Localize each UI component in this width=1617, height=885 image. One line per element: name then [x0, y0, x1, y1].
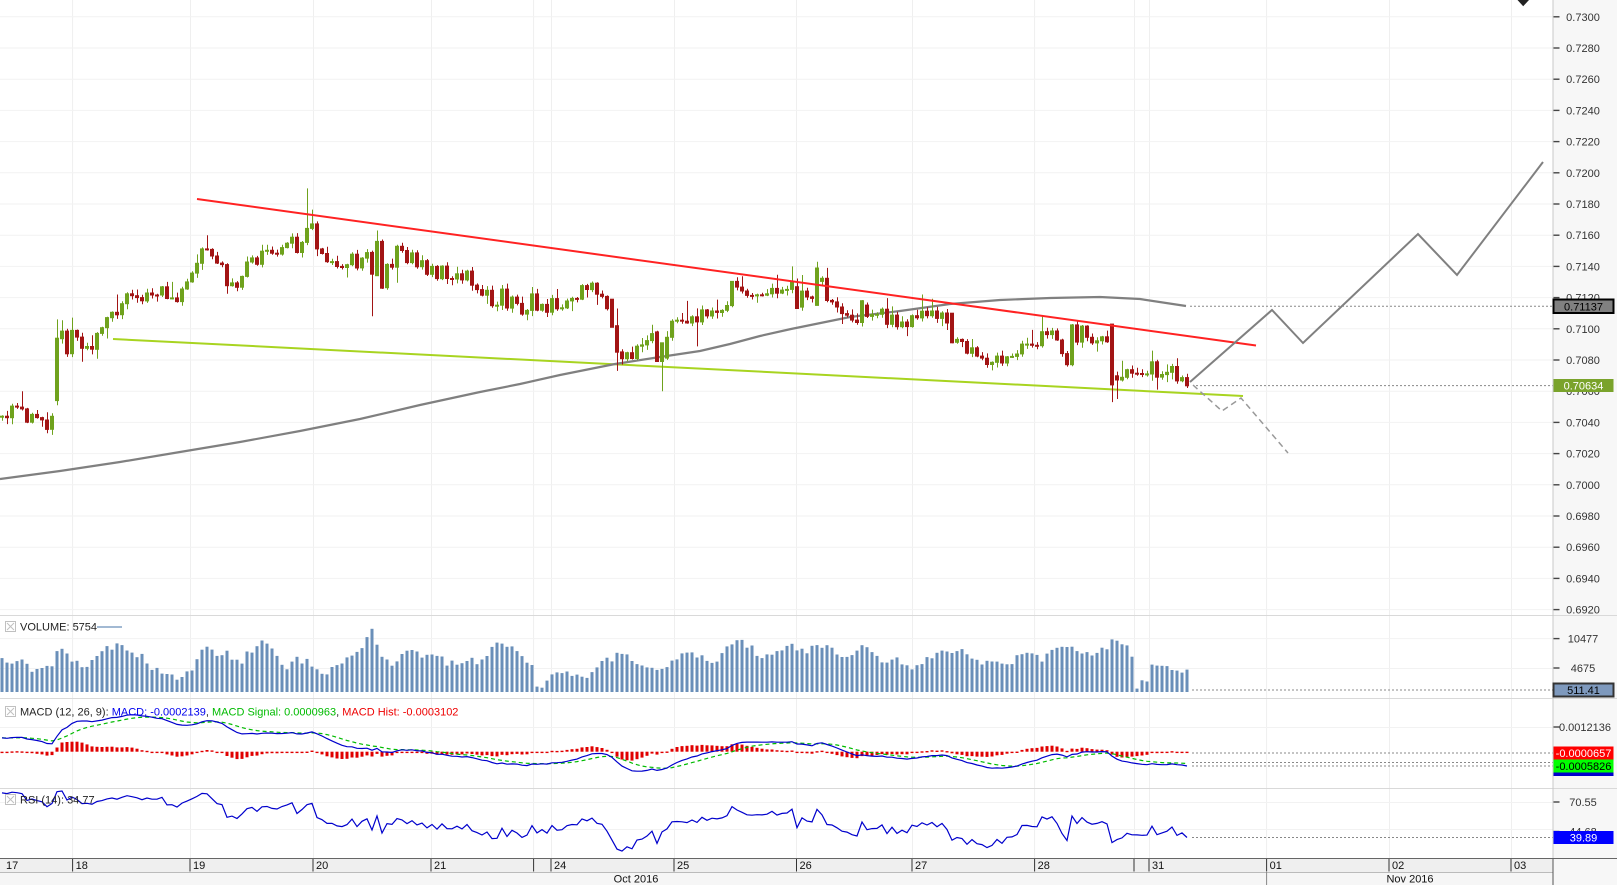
svg-text:MACD (12, 26, 9): MACD: -0.000: MACD (12, 26, 9): MACD: -0.0002139, MACD…	[20, 707, 458, 719]
svg-text:17: 17	[6, 860, 18, 872]
svg-text:25: 25	[677, 860, 689, 872]
svg-text:0.7020: 0.7020	[1566, 449, 1600, 461]
svg-text:0.7000: 0.7000	[1566, 480, 1600, 492]
svg-text:21: 21	[434, 860, 446, 872]
svg-text:0.7200: 0.7200	[1566, 168, 1600, 180]
svg-text:0.7100: 0.7100	[1566, 324, 1600, 336]
svg-text:0.7080: 0.7080	[1566, 355, 1600, 367]
svg-text:Nov 2016: Nov 2016	[1386, 874, 1433, 885]
svg-text:0.7220: 0.7220	[1566, 137, 1600, 149]
svg-text:0.7280: 0.7280	[1566, 43, 1600, 55]
svg-text:0.6980: 0.6980	[1566, 511, 1600, 523]
svg-text:0.7140: 0.7140	[1566, 261, 1600, 273]
svg-text:0.7300: 0.7300	[1566, 12, 1600, 24]
svg-text:0.7180: 0.7180	[1566, 199, 1600, 211]
svg-text:19: 19	[193, 860, 205, 872]
svg-text:0.70634: 0.70634	[1564, 381, 1604, 393]
svg-text:0.6940: 0.6940	[1566, 573, 1600, 585]
svg-text:0.7160: 0.7160	[1566, 230, 1600, 242]
svg-text:03: 03	[1514, 860, 1526, 872]
svg-text:26: 26	[800, 860, 812, 872]
svg-text:0.7260: 0.7260	[1566, 74, 1600, 86]
svg-text:0.71137: 0.71137	[1564, 301, 1603, 313]
svg-text:24: 24	[554, 860, 566, 872]
svg-text:0.7240: 0.7240	[1566, 105, 1600, 117]
svg-text:31: 31	[1152, 860, 1164, 872]
svg-text:0.7040: 0.7040	[1566, 417, 1600, 429]
svg-text:01: 01	[1270, 860, 1282, 872]
svg-text:4675: 4675	[1571, 663, 1595, 675]
svg-text:VOLUME: 5754: VOLUME: 5754	[20, 622, 97, 634]
svg-text:511.41: 511.41	[1567, 685, 1600, 697]
svg-text:27: 27	[915, 860, 927, 872]
svg-text:Oct 2016: Oct 2016	[614, 874, 659, 885]
svg-text:02: 02	[1392, 860, 1404, 872]
svg-text:RSI (14): 34.77: RSI (14): 34.77	[20, 795, 95, 807]
svg-text:70.55: 70.55	[1569, 797, 1597, 809]
svg-text:18: 18	[76, 860, 88, 872]
svg-text:0.6960: 0.6960	[1566, 542, 1600, 554]
svg-text:28: 28	[1038, 860, 1050, 872]
svg-text:-0.0000657: -0.0000657	[1556, 748, 1612, 760]
svg-text:-0.0005826: -0.0005826	[1556, 761, 1612, 773]
svg-text:0.0012136: 0.0012136	[1559, 722, 1611, 734]
svg-text:0.6920: 0.6920	[1566, 605, 1600, 617]
svg-text:20: 20	[316, 860, 328, 872]
svg-text:39.89: 39.89	[1570, 833, 1598, 845]
svg-text:10477: 10477	[1568, 634, 1599, 646]
